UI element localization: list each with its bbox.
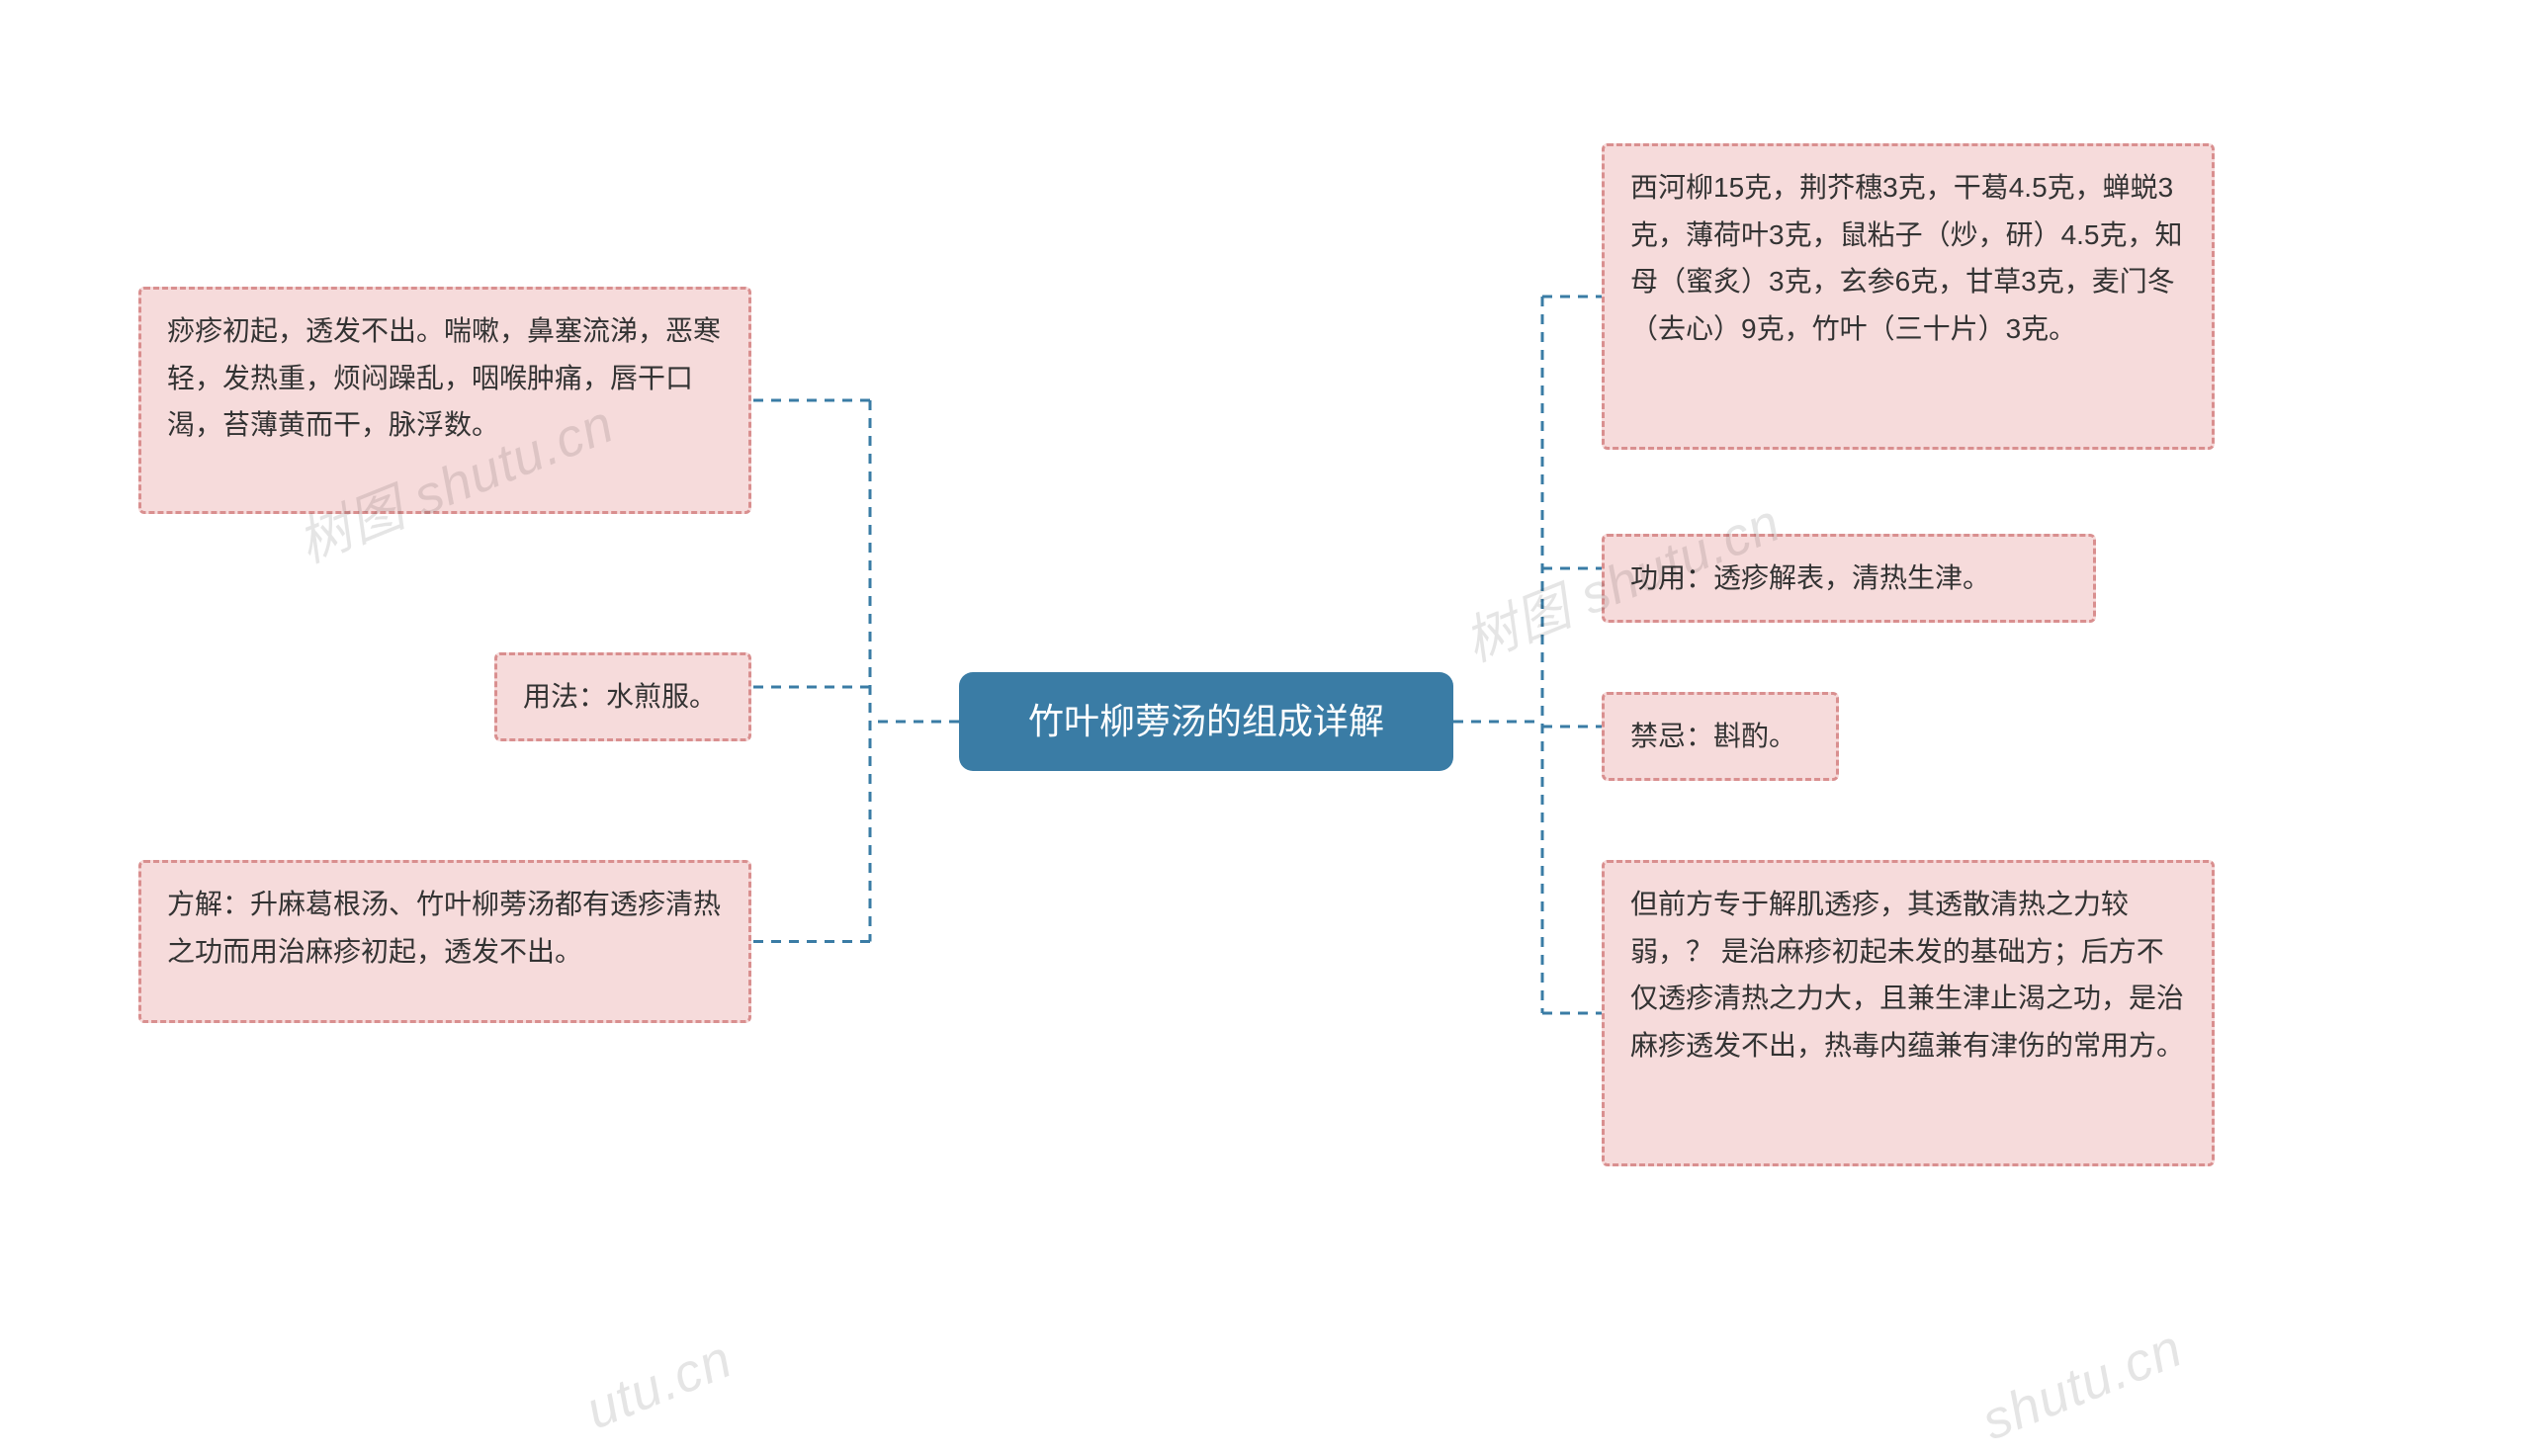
leaf-node-l2: 用法：水煎服。	[494, 652, 751, 741]
leaf-node-r3: 禁忌：斟酌。	[1602, 692, 1839, 781]
center-node: 竹叶柳蒡汤的组成详解	[959, 672, 1453, 771]
leaf-node-r1: 西河柳15克，荆芥穗3克，干葛4.5克，蝉蜕3克，薄荷叶3克，鼠粘子（炒，研）4…	[1602, 143, 2215, 450]
leaf-node-l1: 痧疹初起，透发不出。喘嗽，鼻塞流涕，恶寒轻，发热重，烦闷躁乱，咽喉肿痛，唇干口渴…	[138, 287, 751, 514]
leaf-node-l3: 方解：升麻葛根汤、竹叶柳蒡汤都有透疹清热之功而用治麻疹初起，透发不出。	[138, 860, 751, 1023]
watermark: shutu.cn	[1973, 1318, 2191, 1453]
watermark: utu.cn	[577, 1328, 741, 1442]
leaf-node-r4: 但前方专于解肌透疹，其透散清热之力较弱，？ 是治麻疹初起未发的基础方；后方不仅透…	[1602, 860, 2215, 1166]
leaf-node-r2: 功用：透疹解表，清热生津。	[1602, 534, 2096, 623]
mindmap-canvas: 竹叶柳蒡汤的组成详解 痧疹初起，透发不出。喘嗽，鼻塞流涕，恶寒轻，发热重，烦闷躁…	[0, 0, 2531, 1456]
